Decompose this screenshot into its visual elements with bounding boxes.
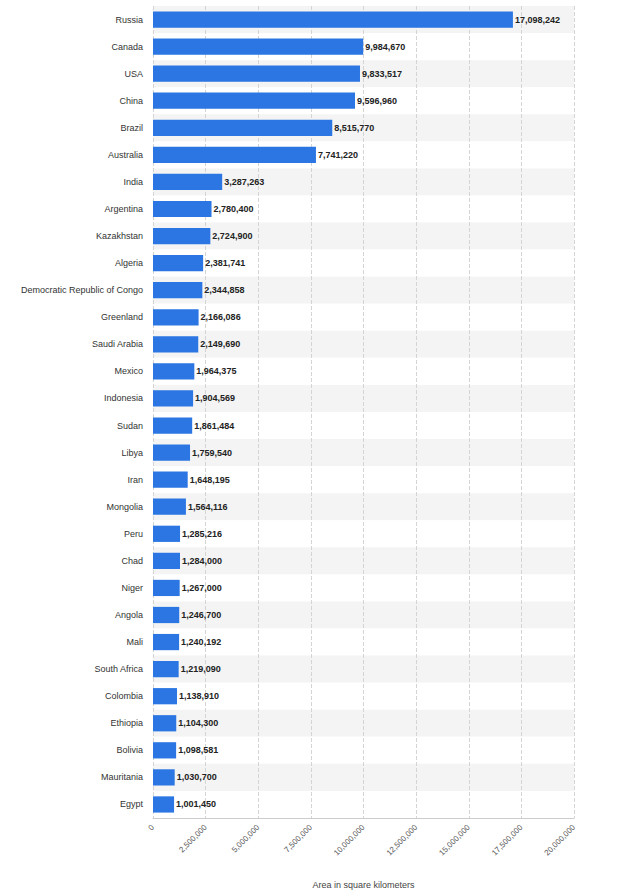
svg-text:Mauritania: Mauritania — [101, 772, 143, 782]
svg-text:0: 0 — [147, 822, 157, 832]
svg-text:Area in square kilometers: Area in square kilometers — [312, 880, 415, 890]
svg-text:Kazakhstan: Kazakhstan — [96, 231, 143, 241]
svg-text:17,500,000: 17,500,000 — [490, 822, 525, 857]
svg-text:1,284,000: 1,284,000 — [182, 556, 222, 566]
svg-text:Bolivia: Bolivia — [116, 745, 143, 755]
svg-text:Peru: Peru — [124, 529, 143, 539]
svg-text:1,904,569: 1,904,569 — [195, 393, 235, 403]
svg-text:1,246,700: 1,246,700 — [181, 610, 221, 620]
svg-text:Niger: Niger — [121, 583, 143, 593]
svg-text:17,098,242: 17,098,242 — [515, 15, 560, 25]
svg-text:Chad: Chad — [121, 556, 143, 566]
svg-text:8,515,770: 8,515,770 — [334, 123, 374, 133]
svg-text:1,001,450: 1,001,450 — [176, 799, 216, 809]
svg-text:1,098,581: 1,098,581 — [178, 745, 218, 755]
svg-text:Ethiopia: Ethiopia — [110, 718, 143, 728]
svg-text:Egypt: Egypt — [120, 799, 144, 809]
svg-text:Saudi Arabia: Saudi Arabia — [92, 339, 143, 349]
svg-text:India: India — [123, 177, 143, 187]
svg-text:9,833,517: 9,833,517 — [362, 69, 402, 79]
svg-text:10,000,000: 10,000,000 — [332, 822, 367, 857]
svg-text:2,344,858: 2,344,858 — [204, 285, 244, 295]
svg-text:Colombia: Colombia — [105, 691, 143, 701]
svg-text:2,149,690: 2,149,690 — [200, 339, 240, 349]
svg-text:Russia: Russia — [115, 15, 143, 25]
svg-text:1,564,116: 1,564,116 — [188, 502, 228, 512]
svg-text:Argentina: Argentina — [104, 204, 143, 214]
svg-text:Mali: Mali — [126, 637, 143, 647]
svg-text:1,267,000: 1,267,000 — [182, 583, 222, 593]
svg-text:2,166,086: 2,166,086 — [201, 312, 241, 322]
svg-text:7,500,000: 7,500,000 — [283, 822, 315, 854]
svg-text:Brazil: Brazil — [120, 123, 143, 133]
svg-text:South Africa: South Africa — [94, 664, 143, 674]
svg-text:1,030,700: 1,030,700 — [177, 772, 217, 782]
svg-text:1,285,216: 1,285,216 — [182, 529, 222, 539]
svg-text:9,984,670: 9,984,670 — [365, 42, 405, 52]
svg-text:15,000,000: 15,000,000 — [437, 822, 472, 857]
svg-text:2,780,400: 2,780,400 — [214, 204, 254, 214]
svg-text:1,759,540: 1,759,540 — [192, 448, 232, 458]
svg-text:Greenland: Greenland — [101, 312, 143, 322]
svg-text:1,240,192: 1,240,192 — [181, 637, 221, 647]
svg-text:3,287,263: 3,287,263 — [224, 177, 264, 187]
svg-text:Australia: Australia — [108, 150, 143, 160]
svg-text:2,500,000: 2,500,000 — [177, 822, 209, 854]
svg-text:Mongolia: Mongolia — [106, 502, 143, 512]
svg-text:12,500,000: 12,500,000 — [385, 822, 420, 857]
svg-text:USA: USA — [124, 69, 143, 79]
svg-text:1,104,300: 1,104,300 — [178, 718, 218, 728]
svg-text:Democratic Republic of Congo: Democratic Republic of Congo — [21, 285, 143, 295]
svg-text:1,648,195: 1,648,195 — [190, 475, 230, 485]
svg-text:Angola: Angola — [115, 610, 143, 620]
svg-text:1,138,910: 1,138,910 — [179, 691, 219, 701]
svg-text:Sudan: Sudan — [117, 421, 143, 431]
svg-text:20,000,000: 20,000,000 — [543, 822, 578, 857]
svg-text:1,964,375: 1,964,375 — [196, 366, 236, 376]
svg-text:China: China — [119, 96, 143, 106]
svg-text:2,724,900: 2,724,900 — [212, 231, 252, 241]
svg-text:Mexico: Mexico — [114, 366, 143, 376]
svg-text:Canada: Canada — [111, 42, 143, 52]
svg-text:9,596,960: 9,596,960 — [357, 96, 397, 106]
svg-text:5,000,000: 5,000,000 — [230, 822, 262, 854]
svg-text:2,381,741: 2,381,741 — [205, 258, 245, 268]
svg-text:Indonesia: Indonesia — [104, 393, 143, 403]
svg-text:7,741,220: 7,741,220 — [318, 150, 358, 160]
svg-text:1,861,484: 1,861,484 — [194, 421, 234, 431]
svg-text:Algeria: Algeria — [115, 258, 143, 268]
svg-text:Iran: Iran — [127, 475, 143, 485]
svg-text:Libya: Libya — [121, 448, 143, 458]
svg-text:1,219,090: 1,219,090 — [181, 664, 221, 674]
